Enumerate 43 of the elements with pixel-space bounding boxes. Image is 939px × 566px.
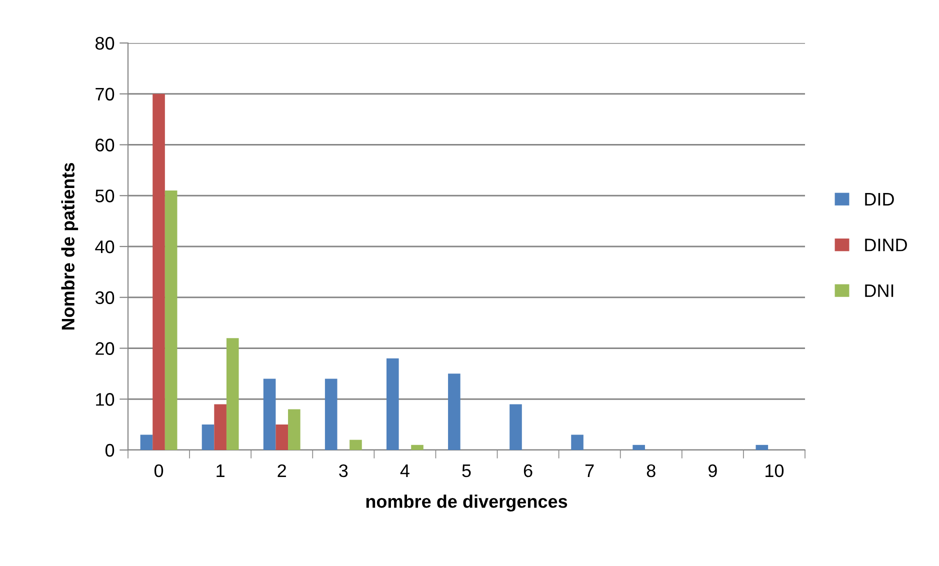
x-tick-label: 10 (766, 464, 784, 478)
bar (386, 358, 399, 450)
legend-label: DNI (865, 284, 894, 297)
x-tick-label: 4 (400, 464, 410, 477)
y-tick-label: 80 (96, 36, 114, 50)
y-tick-label: 20 (96, 342, 114, 355)
y-tick-label: 70 (96, 88, 114, 101)
bar (263, 378, 276, 450)
bar (632, 444, 645, 450)
bar (324, 378, 338, 450)
bar (571, 434, 584, 450)
x-tick-label: 6 (524, 464, 532, 478)
bar (140, 434, 153, 450)
x-tick-label: 3 (339, 464, 348, 478)
x-tick-label: 5 (462, 464, 471, 478)
x-tick-label: 0 (154, 464, 164, 478)
bar (164, 190, 178, 450)
bar (276, 424, 288, 450)
bar (756, 444, 768, 450)
y-tick-label: 50 (95, 190, 114, 202)
bar (411, 444, 424, 450)
y-tick-label: 0 (105, 444, 114, 457)
bar (202, 424, 214, 450)
bar (214, 404, 226, 450)
bar (152, 94, 165, 450)
x-tick-label: 1 (216, 464, 224, 477)
bar (288, 409, 300, 450)
y-tick-label: 60 (96, 138, 114, 152)
y-axis-title: Nombre de patients (61, 162, 78, 330)
bar (226, 338, 239, 450)
y-tick-label: 10 (96, 393, 114, 406)
legend-label: DID (865, 193, 894, 206)
y-tick-label: 30 (95, 291, 114, 304)
x-tick-label: 8 (646, 464, 656, 478)
legend-label: DIND (865, 238, 907, 252)
y-tick-label: 40 (95, 240, 114, 254)
x-axis-title: nombre de divergences (366, 494, 568, 512)
bar (350, 440, 362, 450)
bar (510, 404, 522, 450)
x-tick-label: 2 (278, 464, 286, 477)
bar (448, 374, 460, 450)
x-tick-label: 9 (708, 464, 717, 478)
x-tick-label: 7 (585, 464, 594, 477)
